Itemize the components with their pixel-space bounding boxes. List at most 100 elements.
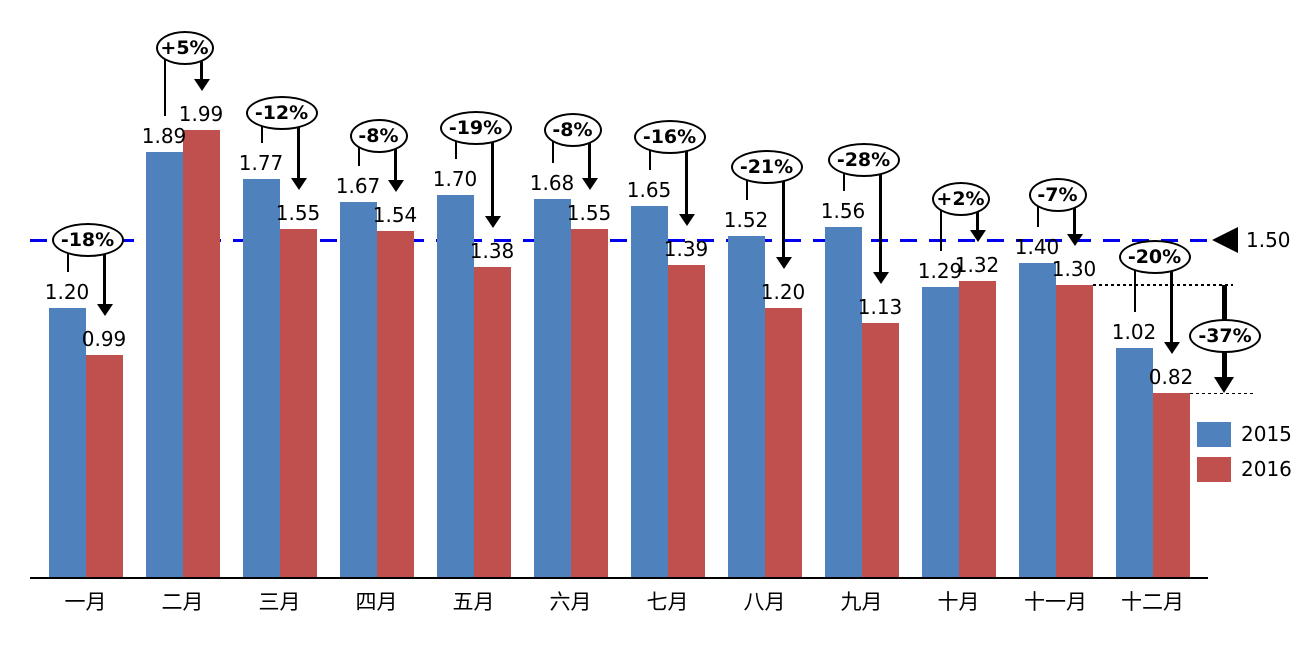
bubble-arrow-1 [103,240,106,306]
x-axis-label-2: 二月 [161,590,204,614]
bubble-arrowhead-7-icon [678,213,695,226]
value-label-2015-8: 1.52 [723,207,769,232]
value-label-2016-10: 1.32 [954,252,1000,277]
reference-marker-triangle-icon [1212,227,1238,254]
value-label-2015-10: 1.29 [917,259,963,284]
pct-bubble-1: -18% [51,223,124,257]
bubble-leader-2 [163,48,166,117]
bubble-arrow-4 [394,136,397,183]
x-axis-label-5: 五月 [452,590,495,614]
bubble-arrowhead-10-icon [969,229,986,242]
bar-2015-7 [630,206,668,578]
value-label-2016-12: 0.82 [1148,365,1194,390]
bar-2016-10 [958,280,996,578]
bar-2015-5 [436,194,474,578]
x-axis-label-1: 一月 [64,590,107,614]
bar-2016-9 [861,323,899,578]
bar-2016-1 [85,354,123,578]
value-label-2015-7: 1.65 [626,178,672,203]
bar-2015-4 [339,201,377,578]
bar-2015-6 [533,199,571,578]
bubble-arrow-10 [976,199,979,232]
value-label-2015-11: 1.40 [1014,234,1060,259]
bubble-arrowhead-9-icon [872,272,889,285]
x-axis-label-10: 十月 [937,590,980,614]
bubble-leader-5 [454,128,457,159]
value-label-2015-5: 1.70 [432,166,478,191]
value-label-2015-6: 1.68 [529,171,575,196]
bubble-arrowhead-8-icon [775,256,792,269]
bar-2016-3 [279,228,317,578]
bubble-arrowhead-1-icon [96,303,113,316]
bubble-leader-6 [551,130,554,164]
bubble-arrowhead-6-icon [581,177,598,190]
pct-bubble-7: -16% [633,120,706,154]
bar-2016-8 [764,307,802,578]
value-label-2016-5: 1.38 [469,239,515,264]
bubble-arrowhead-2-icon [193,78,210,91]
value-label-2015-3: 1.77 [238,151,284,176]
value-label-2016-1: 0.99 [81,326,127,351]
bar-2016-4 [376,231,414,578]
bubble-leader-11 [1036,195,1039,227]
pct-bubble-4: -8% [349,119,408,153]
bar-2016-6 [570,228,608,578]
legend-item-2015: 2015 [1197,422,1292,447]
bubble-arrow-3 [297,113,300,180]
pct-bubble-2: +5% [155,31,214,65]
bar-2015-11 [1018,262,1056,578]
x-axis-label-3: 三月 [258,590,301,614]
x-axis-label-11: 十一月 [1024,590,1087,614]
x-axis-label-9: 九月 [840,590,883,614]
bubble-leader-7 [648,137,651,171]
bubble-leader-8 [745,167,748,200]
bar-2016-7 [667,264,705,578]
bubble-arrowhead-3-icon [290,177,307,190]
bar-2015-12 [1115,348,1153,578]
bubble-arrow-2 [200,48,203,81]
legend-swatch-2016 [1197,457,1231,482]
value-label-2015-4: 1.67 [335,173,381,198]
legend-item-2016: 2016 [1197,457,1292,482]
bar-2015-1 [48,307,86,578]
legend-swatch-2015 [1197,422,1231,447]
bar-2015-8 [727,235,765,578]
value-label-2016-11: 1.30 [1051,257,1097,282]
x-axis-label-4: 四月 [355,590,398,614]
pct-bubble-9: -28% [827,143,900,177]
bubble-leader-4 [357,136,360,166]
bubble-arrow-11 [1073,195,1076,237]
bubble-leader-3 [260,113,263,144]
reference-line-label: 1.50 [1246,228,1291,253]
pct-bubble-10: +2% [931,182,990,216]
bubble-arrow-9 [879,160,882,275]
bar-2016-12 [1152,393,1190,578]
pct-bubble-8: -21% [730,150,803,184]
bubble-arrowhead-11-icon [1066,234,1083,247]
pct-bubble-3: -12% [245,96,318,130]
x-axis-label-8: 八月 [743,590,786,614]
bubble-leader-10 [939,199,942,252]
bar-2015-2 [145,152,183,578]
bubble-arrow-7 [685,137,688,216]
bubble-arrow-5 [491,128,494,219]
x-axis-line [30,576,1208,579]
bar-2016-2 [182,129,220,578]
drop-dotted-line-to [1189,392,1253,394]
legend-label-2016: 2016 [1241,457,1292,481]
bubble-arrowhead-5-icon [484,216,501,229]
pct-bubble-5: -19% [439,111,512,145]
value-label-2015-12: 1.02 [1111,320,1157,345]
drop-arrowhead-icon [1214,377,1234,394]
bubble-arrow-12 [1170,257,1173,345]
bar-2016-5 [473,267,511,578]
bar-2015-9 [824,226,862,578]
value-label-2016-2: 1.99 [178,101,224,126]
value-label-2016-3: 1.55 [275,200,321,225]
